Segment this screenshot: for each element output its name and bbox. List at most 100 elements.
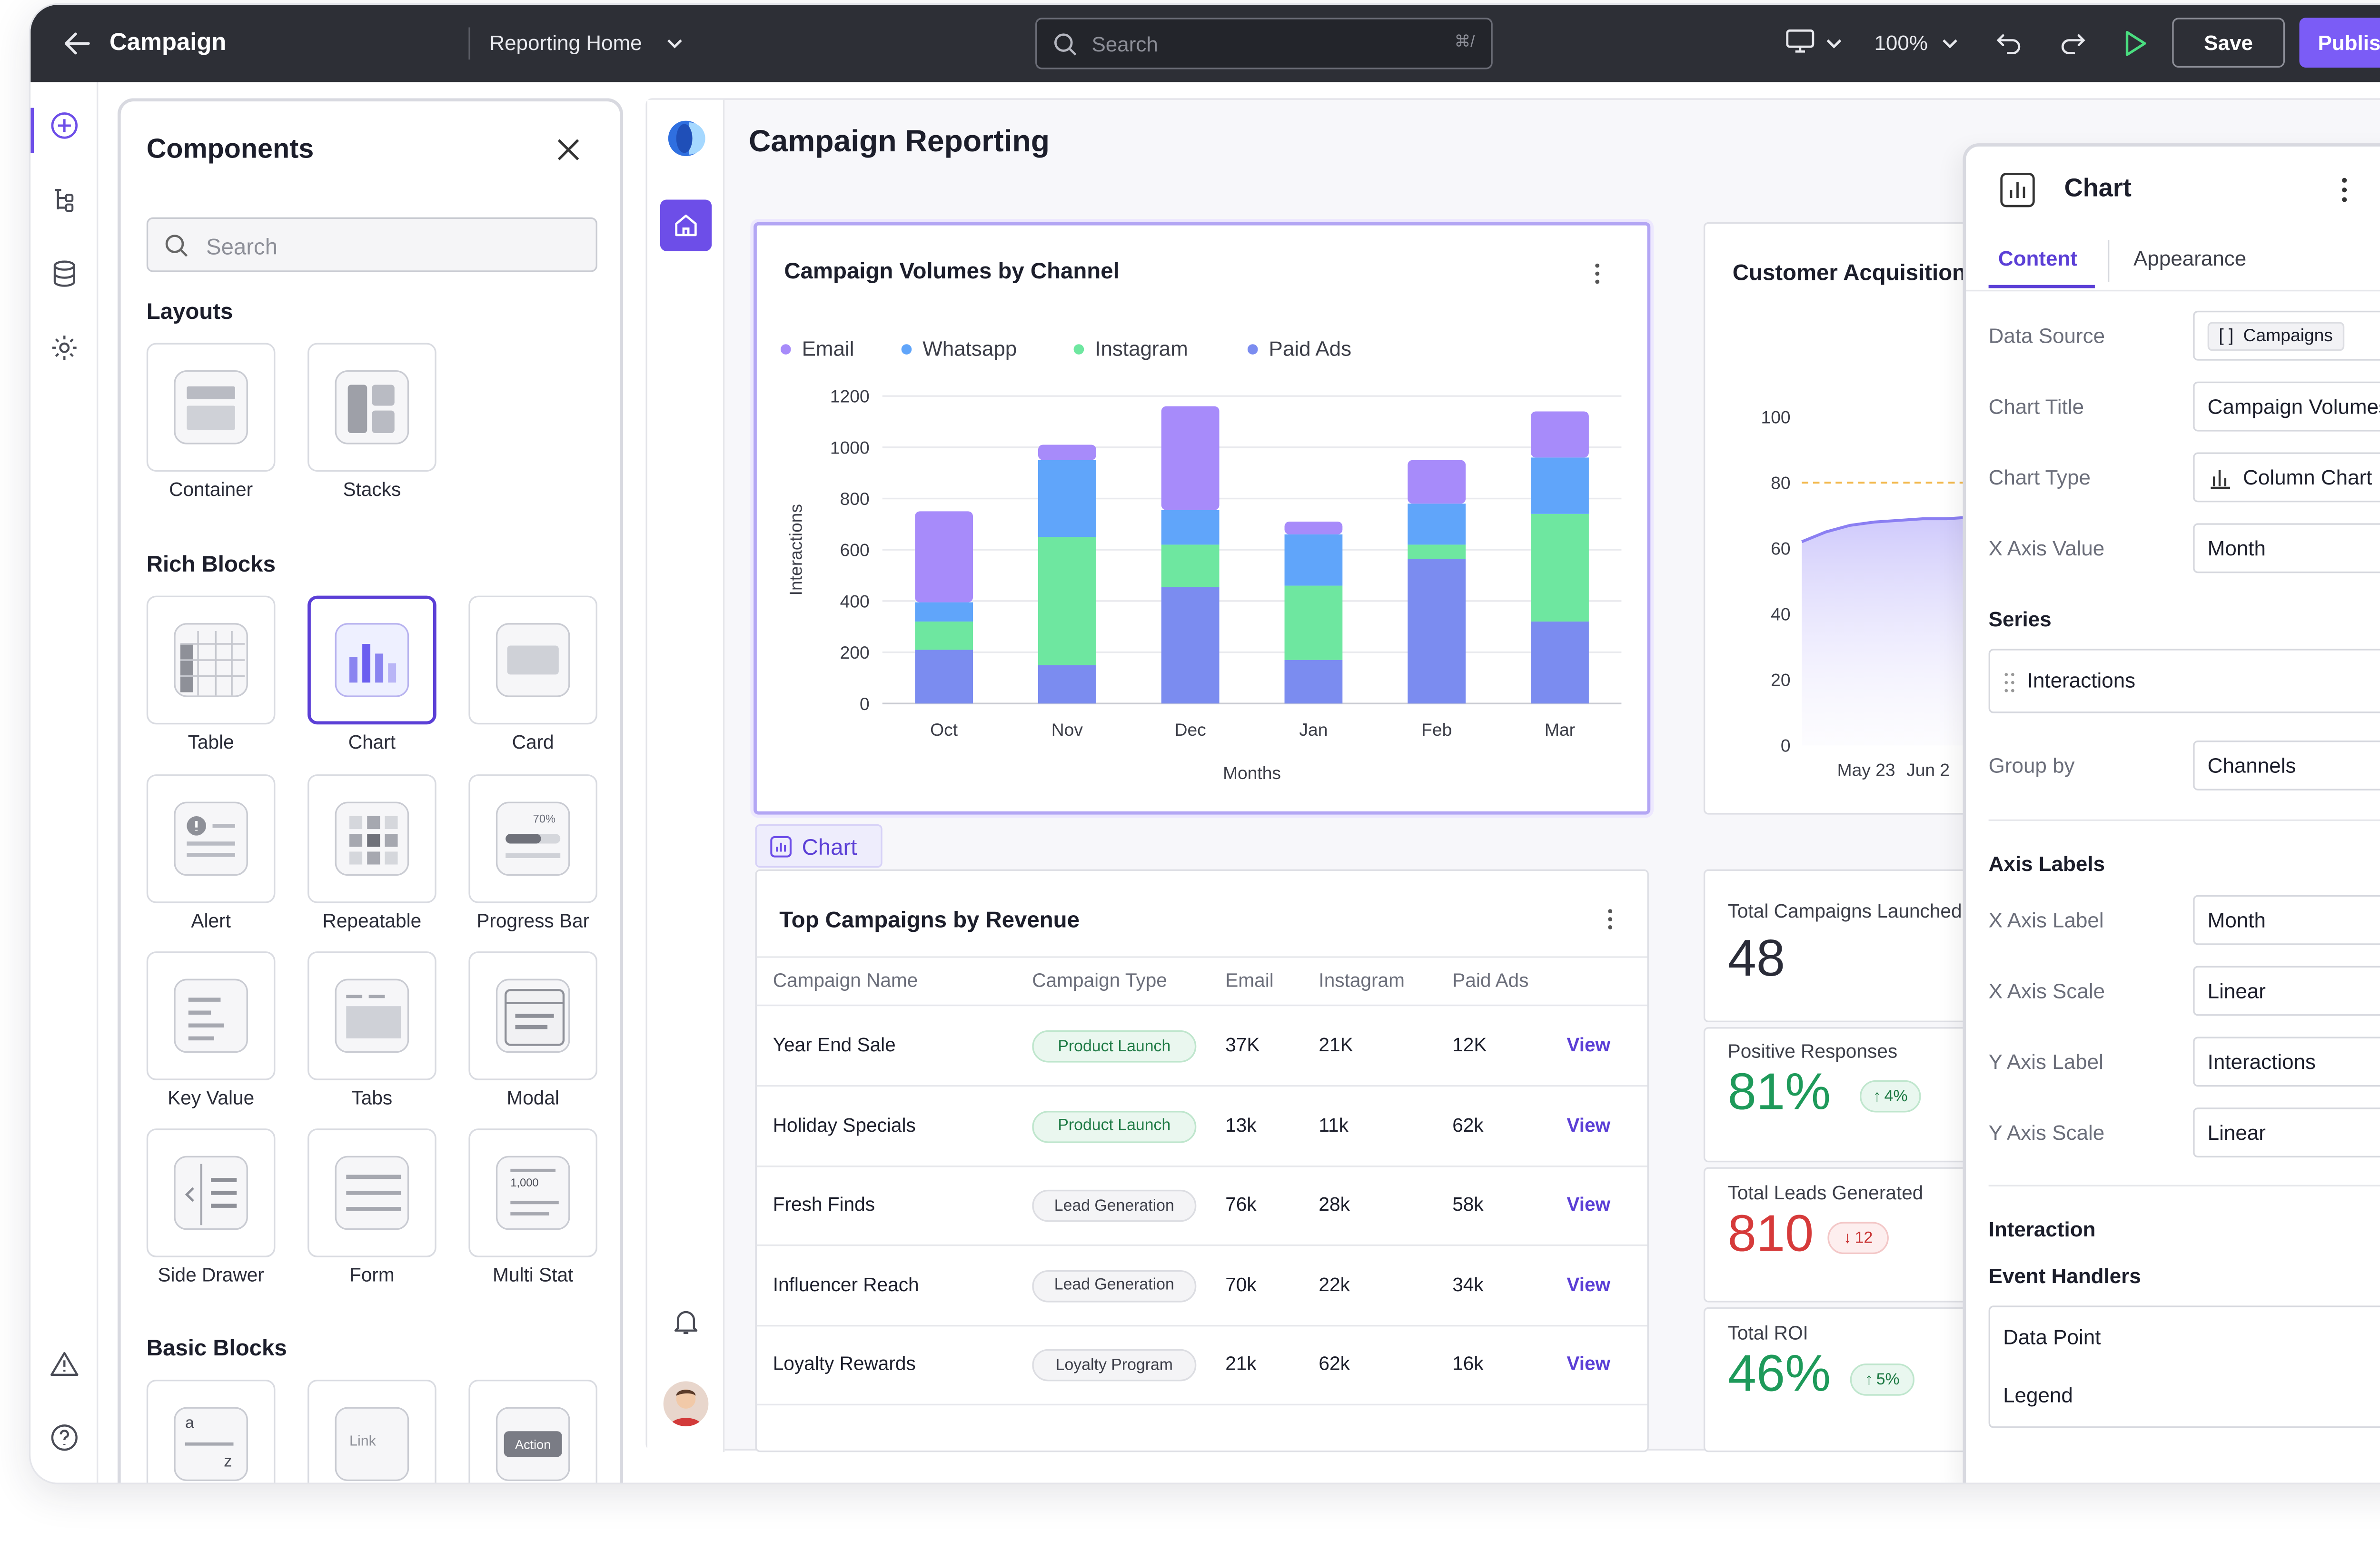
campaign-type-badge: Lead Generation [1032,1270,1197,1302]
chevron-down-icon[interactable] [1940,34,1960,53]
help-icon[interactable] [50,1423,79,1452]
link-text: Link [349,1432,376,1449]
progress-bar-icon: 70% [496,801,570,876]
more-vertical-icon[interactable] [1591,261,1604,286]
view-link[interactable]: View [1567,1193,1611,1216]
database-icon[interactable] [50,259,79,288]
stat-label: Total Campaigns Launched [1727,899,1962,923]
column-header[interactable]: Campaign Name [773,969,918,992]
user-avatar[interactable] [663,1381,709,1427]
field-label: Data Source [1988,323,2105,348]
selected-component-tag[interactable]: Chart [755,824,883,868]
tab-appearance[interactable]: Appearance [2133,246,2247,271]
y-axis-label-input[interactable]: Interactions [2193,1037,2380,1087]
component-tile-container[interactable] [146,343,276,472]
home-nav-button[interactable] [660,199,712,251]
chevron-down-icon[interactable] [665,34,684,53]
arrow-up-icon: ↑ [1873,1087,1881,1106]
tile-label: Card [512,731,554,754]
play-icon[interactable] [2122,29,2148,58]
component-tile-stacks[interactable] [307,343,436,472]
view-link[interactable]: View [1567,1273,1611,1296]
drag-handle-icon[interactable] [2003,672,2016,694]
tile-label: Container [169,478,253,501]
handler-item-label[interactable]: Legend [2003,1383,2073,1407]
settings-gear-icon[interactable] [50,333,79,362]
column-header[interactable]: Paid Ads [1452,969,1529,992]
tab-content[interactable]: Content [1998,246,2078,271]
chevron-down-icon[interactable] [1825,34,1844,53]
data-source-field[interactable]: [ ] Campaigns [2193,310,2380,361]
save-button[interactable]: Save [2172,18,2285,68]
zoom-level[interactable]: 100% [1874,30,1928,55]
more-vertical-icon[interactable] [2338,176,2351,205]
notification-bell-icon[interactable] [672,1307,701,1336]
stat-card: Total Leads Generated 810 ↓ 12 [1703,1167,1993,1303]
area-chart[interactable]: 0 20 40 60 80 100 May 23 Jun 2 [1705,385,1993,803]
chart-title: Campaign Volumes by Channel [784,257,1120,284]
component-tile-link[interactable]: Link [307,1379,436,1483]
column-header[interactable]: Email [1225,969,1274,992]
x-axis-scale-select[interactable]: Linear [2193,966,2380,1016]
more-vertical-icon[interactable] [1604,906,1616,932]
handler-item-label[interactable]: Data Point [2003,1324,2101,1349]
select-value: Column Chart [2243,465,2372,490]
view-link[interactable]: View [1567,1033,1611,1057]
chart-icon [2000,172,2035,207]
component-tile-card[interactable] [468,595,597,725]
components-search-input[interactable]: Search [146,217,597,272]
component-tile-multi-stat[interactable]: 1,000 [468,1128,597,1257]
component-tile-key-value[interactable] [146,951,276,1080]
back-arrow-icon[interactable] [63,29,92,58]
chart-card-campaign-volumes[interactable]: Campaign Volumes by Channel Email Whatsap… [754,222,1651,815]
component-tile-side-drawer[interactable] [146,1128,276,1257]
tree-icon[interactable] [50,185,79,214]
progress-percent: 70% [533,814,556,826]
global-search[interactable]: Search ⌘/ [1035,18,1493,69]
series-item[interactable]: Interactions [1988,649,2380,713]
data-source-chip[interactable]: [ ] Campaigns [2207,321,2344,350]
search-placeholder: Search [206,233,278,259]
view-link[interactable]: View [1567,1113,1611,1136]
page-select[interactable]: Reporting Home [489,30,642,55]
component-tile-form[interactable] [307,1128,436,1257]
search-placeholder: Search [1091,32,1158,57]
component-tile-chart[interactable] [307,595,436,725]
redo-icon[interactable] [2058,29,2087,55]
search-icon [165,235,188,257]
group-by-select[interactable]: Channels [2193,741,2380,790]
x-axis-value-select[interactable]: Month [2193,523,2380,573]
publish-button[interactable]: Publish [2299,18,2380,68]
bar-segment [915,511,973,603]
column-header[interactable]: Instagram [1319,969,1405,992]
component-tile-table[interactable] [146,595,276,725]
delta-badge-up: ↑ 4% [1860,1080,1921,1113]
bar-segment [1284,660,1343,704]
component-tile-action[interactable]: Action [468,1379,597,1483]
add-component-icon[interactable] [50,111,79,140]
chart-card-customer-acquisition[interactable]: Customer Acquisition 0 20 40 60 80 100 May 23 J… [1703,222,1993,815]
component-tile-repeatable[interactable] [307,774,436,903]
chart-type-select[interactable]: Column Chart [2193,452,2380,503]
chart-title-input[interactable]: Campaign Volumes [2193,381,2380,432]
y-tick-label: 600 [840,540,870,560]
preview-nav [647,99,725,1452]
close-icon[interactable] [555,137,581,163]
monitor-icon[interactable] [1785,29,1815,55]
search-icon [1054,33,1077,56]
warning-icon[interactable] [50,1351,79,1376]
y-axis-scale-select[interactable]: Linear [2193,1107,2380,1158]
column-header[interactable]: Campaign Type [1032,969,1167,992]
stacked-bar-chart[interactable]: Email Whatsapp Instagram Paid Ads 0 200 400 600… [757,306,1647,805]
x-axis-label-input[interactable]: Month [2193,895,2380,945]
basic-blocks-title: Basic Blocks [146,1334,287,1361]
component-tile-progress-bar[interactable]: 70% [468,774,597,903]
component-tile-modal[interactable] [468,951,597,1080]
stat-value: 46% [1727,1344,1831,1403]
view-link[interactable]: View [1567,1353,1611,1376]
x-axis-label: Months [1223,763,1281,783]
component-tile-tabs[interactable] [307,951,436,1080]
component-tile-alert[interactable] [146,774,276,903]
undo-icon[interactable] [1995,29,2024,55]
